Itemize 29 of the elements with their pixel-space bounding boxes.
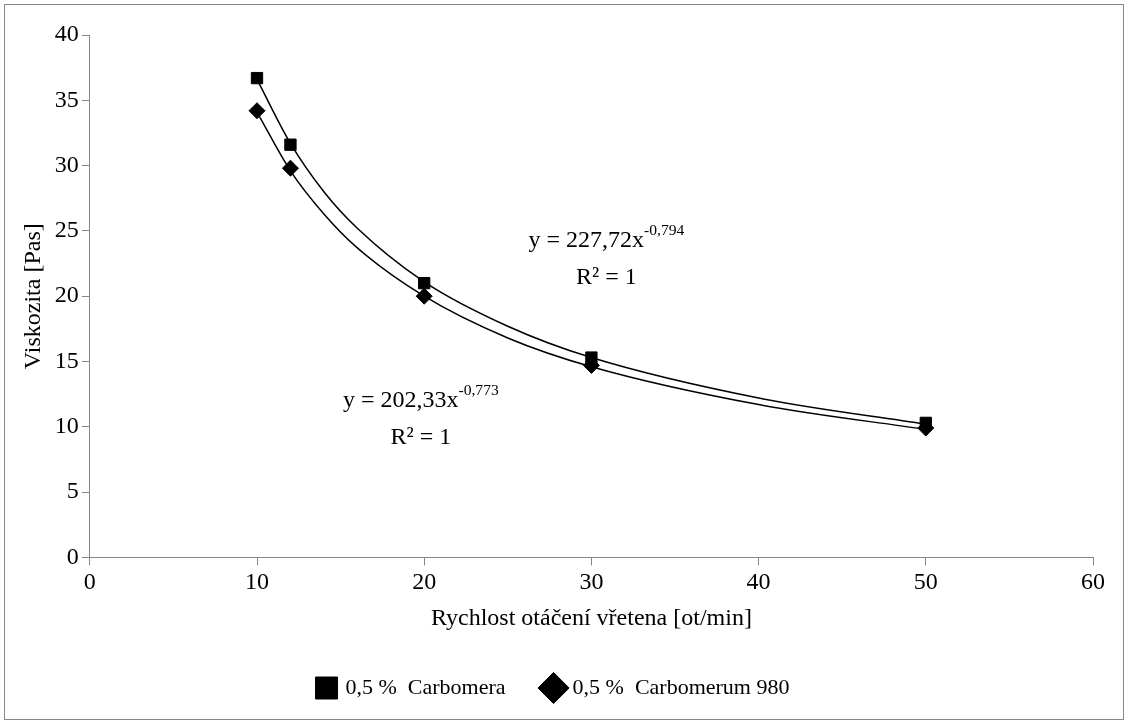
x-tick-label: 20	[412, 568, 437, 595]
x-tick-label: 30	[579, 568, 604, 595]
point	[585, 351, 598, 364]
y-tick-label: 10	[54, 412, 79, 439]
y-tick-label: 5	[66, 477, 79, 504]
x-axis-title: Rychlost otáčení vřetena [ot/min]	[430, 603, 752, 630]
point	[284, 138, 297, 151]
point	[415, 287, 433, 305]
y-tick-label: 0	[66, 542, 79, 569]
y-tick-label: 35	[54, 85, 79, 112]
y-axis-title: Viskozita [Pas]	[18, 223, 45, 370]
legend-label: 0,5 % Carbomera	[345, 673, 506, 699]
y-tick-label: 25	[54, 216, 79, 243]
point	[418, 276, 431, 290]
y-tick-label: 15	[54, 346, 79, 373]
y-tick-label: 40	[54, 20, 79, 47]
legend-label: 0,5 % Carbomerum 980	[572, 673, 790, 699]
point	[250, 71, 264, 85]
point	[248, 102, 266, 120]
x-tick-label: 0	[83, 568, 96, 595]
point	[281, 159, 299, 177]
x-tick-label: 10	[245, 568, 269, 595]
annotation: R² = 1	[576, 263, 637, 290]
x-tick-label: 40	[746, 568, 771, 595]
annotation: R² = 1	[390, 422, 452, 449]
y-tick-label: 30	[54, 150, 79, 177]
x-tick-label: 50	[913, 568, 938, 595]
x-tick-label: 60	[1081, 568, 1105, 595]
y-tick-label: 20	[54, 281, 79, 308]
